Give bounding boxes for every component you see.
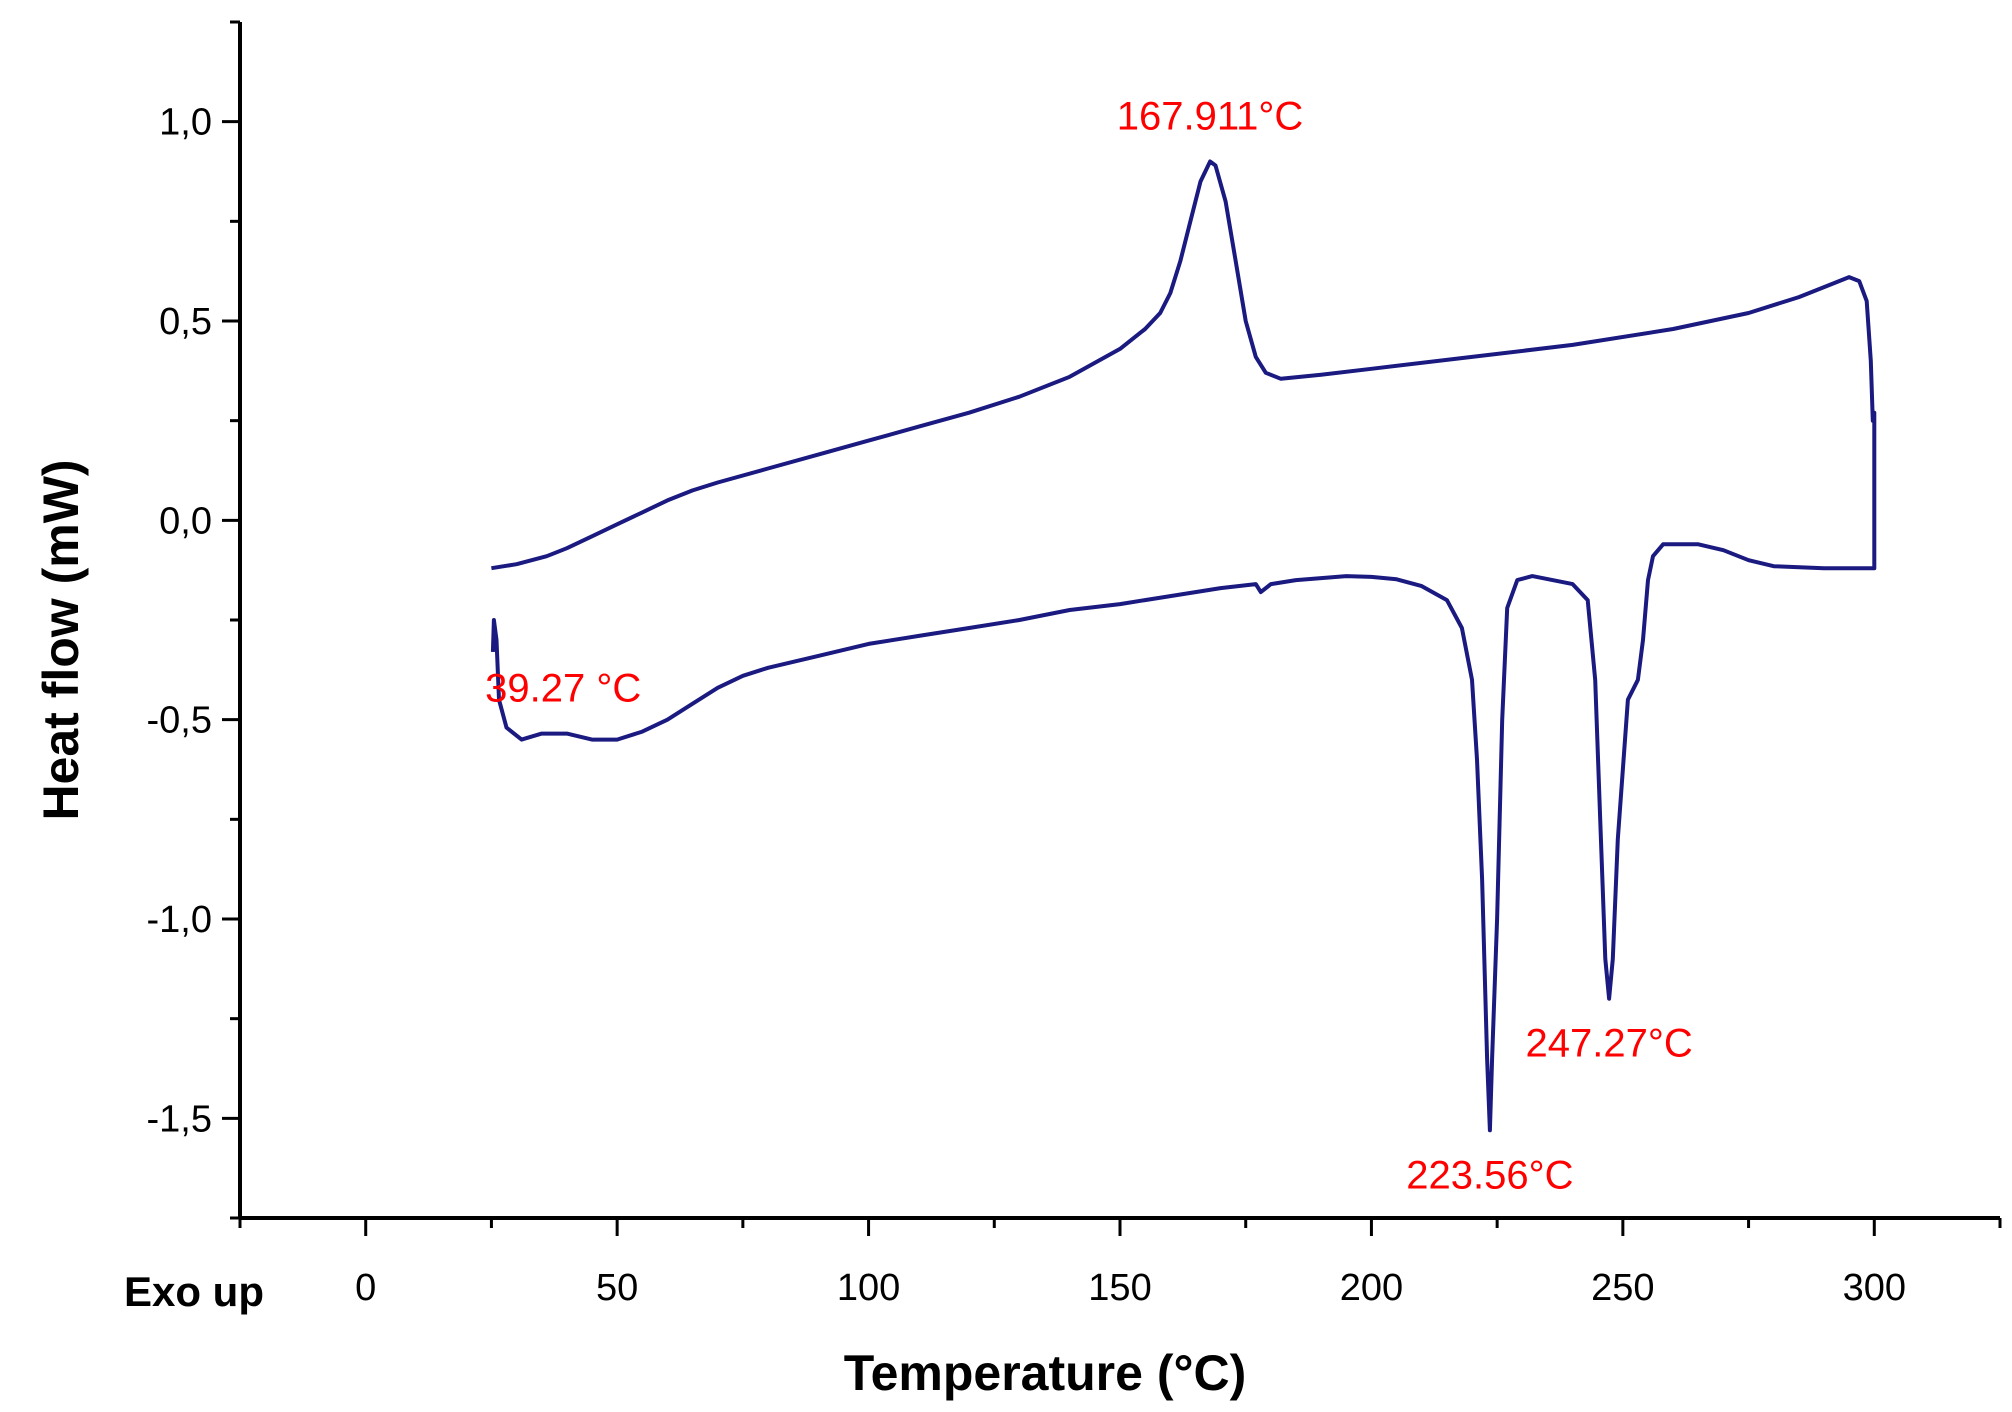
x-tick-label: 200	[1340, 1267, 1403, 1309]
exo-up-note: Exo up	[124, 1268, 264, 1315]
annotations: 167.911°C 39.27 °C 247.27°C 223.56°C	[485, 95, 1693, 1198]
x-tick-label: 100	[837, 1267, 900, 1309]
y-tick-label: -0,5	[147, 700, 212, 742]
x-tick-label: 0	[355, 1267, 376, 1309]
peak-annotation: 247.27°C	[1526, 1022, 1693, 1066]
x-tick-label: 250	[1591, 1267, 1654, 1309]
y-tick-label: 0,0	[159, 500, 212, 542]
peak-annotation: 223.56°C	[1406, 1153, 1573, 1197]
x-tick-label: 300	[1843, 1267, 1906, 1309]
y-tick-label: 0,5	[159, 301, 212, 343]
peak-annotation: 39.27 °C	[485, 667, 641, 711]
axes: 0 50 100 150 200 250 300 -1,5 -1,0 -0,5 0,0 0,5 1,0	[147, 20, 2002, 1309]
y-tick-label: -1,0	[147, 899, 212, 941]
y-tick-label: -1,5	[147, 1098, 212, 1140]
y-axis-label: Heat flow (mW)	[33, 459, 89, 820]
x-tick-label: 50	[596, 1267, 638, 1309]
plot-area	[490, 159, 1877, 1133]
x-tick-label: 150	[1088, 1267, 1151, 1309]
dsc-curve	[490, 159, 1877, 1133]
x-axis-label: Temperature (°C)	[844, 1345, 1246, 1401]
peak-annotation: 167.911°C	[1117, 95, 1304, 139]
y-tick-label: 1,0	[159, 102, 212, 144]
